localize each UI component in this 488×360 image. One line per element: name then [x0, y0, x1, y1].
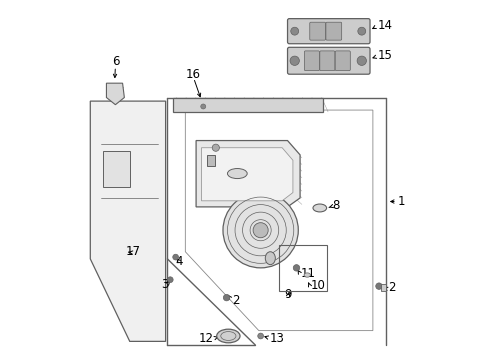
Text: 3: 3: [161, 278, 168, 291]
Circle shape: [257, 333, 263, 339]
Text: 17: 17: [125, 244, 141, 257]
Circle shape: [172, 254, 178, 260]
Circle shape: [375, 283, 382, 289]
Text: 4: 4: [175, 255, 182, 268]
Text: 1: 1: [397, 195, 405, 208]
Polygon shape: [380, 284, 386, 291]
Polygon shape: [90, 101, 165, 341]
FancyBboxPatch shape: [287, 19, 369, 44]
FancyBboxPatch shape: [172, 98, 323, 112]
Text: 2: 2: [231, 294, 239, 307]
Circle shape: [357, 27, 365, 35]
FancyBboxPatch shape: [319, 51, 334, 71]
Ellipse shape: [312, 204, 326, 212]
Polygon shape: [106, 83, 124, 105]
Text: 5: 5: [217, 143, 224, 156]
Text: 12: 12: [198, 332, 213, 345]
Polygon shape: [196, 140, 300, 207]
Text: 13: 13: [269, 332, 284, 345]
Ellipse shape: [304, 273, 310, 277]
Text: 14: 14: [376, 19, 391, 32]
Circle shape: [223, 193, 298, 268]
Circle shape: [356, 56, 366, 66]
Ellipse shape: [227, 168, 247, 179]
Text: 2: 2: [387, 281, 395, 294]
Ellipse shape: [216, 329, 240, 343]
Text: 10: 10: [310, 279, 325, 292]
Circle shape: [293, 265, 299, 271]
Text: 15: 15: [376, 49, 391, 62]
Ellipse shape: [265, 252, 275, 265]
Text: 6: 6: [111, 55, 119, 68]
Text: 7: 7: [268, 255, 276, 268]
Text: 8: 8: [332, 199, 339, 212]
FancyBboxPatch shape: [102, 151, 129, 187]
Text: 9: 9: [283, 288, 291, 301]
FancyBboxPatch shape: [287, 47, 369, 74]
Polygon shape: [201, 148, 292, 201]
Circle shape: [167, 277, 173, 283]
Circle shape: [212, 144, 219, 151]
FancyBboxPatch shape: [325, 22, 341, 40]
Circle shape: [253, 223, 267, 238]
Circle shape: [201, 104, 205, 109]
FancyBboxPatch shape: [335, 51, 349, 71]
Circle shape: [223, 294, 229, 301]
Circle shape: [290, 27, 298, 35]
Text: 16: 16: [186, 68, 201, 81]
Polygon shape: [207, 155, 215, 166]
Text: 11: 11: [300, 267, 315, 280]
Circle shape: [289, 56, 299, 66]
FancyBboxPatch shape: [304, 51, 319, 71]
FancyBboxPatch shape: [309, 22, 325, 40]
